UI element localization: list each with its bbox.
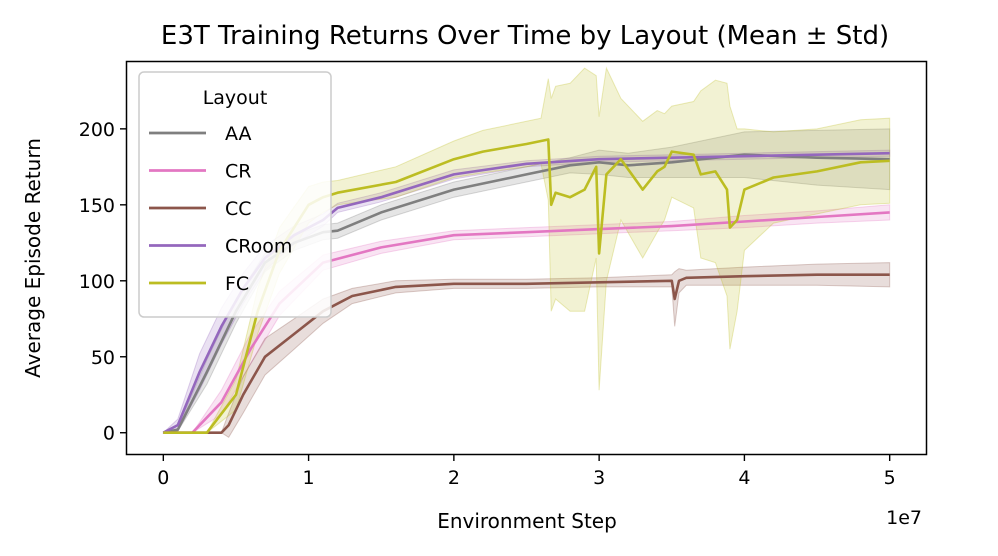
series-line-cr (163, 211, 890, 434)
y-tick-label: 50 (91, 347, 115, 369)
legend-label-cr: CR (225, 161, 251, 183)
legend-items: AA CR CC CRoom FC (149, 123, 292, 295)
legend-label-aa: AA (225, 123, 252, 145)
x-tick-label: 0 (157, 467, 169, 489)
y-tick-label: 150 (79, 195, 115, 217)
x-tick-label: 4 (738, 467, 750, 489)
y-axis-label: Average Episode Return (21, 138, 45, 378)
series-line-cc (163, 273, 890, 434)
y-tick-label: 0 (103, 423, 115, 445)
x-axis-label: Environment Step (437, 509, 617, 533)
chart-title: E3T Training Returns Over Time by Layout… (161, 21, 889, 51)
y-axis-ticks: 0 50 100 150 200 (79, 119, 127, 445)
x-tick-label: 5 (884, 467, 896, 489)
legend-label-fc: FC (225, 273, 249, 295)
x-tick-label: 3 (593, 467, 605, 489)
series-line-croom (162, 151, 890, 434)
plot-frame (125, 60, 928, 456)
legend-title: Layout (203, 87, 268, 109)
x-tick-label: 2 (448, 467, 460, 489)
x-axis-scale-note: 1e7 (886, 507, 922, 529)
legend-label-cc: CC (225, 198, 252, 220)
series-lines (162, 138, 890, 434)
x-axis-ticks: 0 1 2 3 4 5 (157, 454, 896, 489)
series-line-aa (163, 153, 890, 434)
legend: Layout AA CR CC CRoom FC (138, 71, 332, 318)
legend-label-croom: CRoom (225, 236, 292, 258)
y-tick-label: 100 (79, 271, 115, 293)
x-tick-label: 1 (303, 467, 315, 489)
y-tick-label: 200 (79, 119, 115, 141)
